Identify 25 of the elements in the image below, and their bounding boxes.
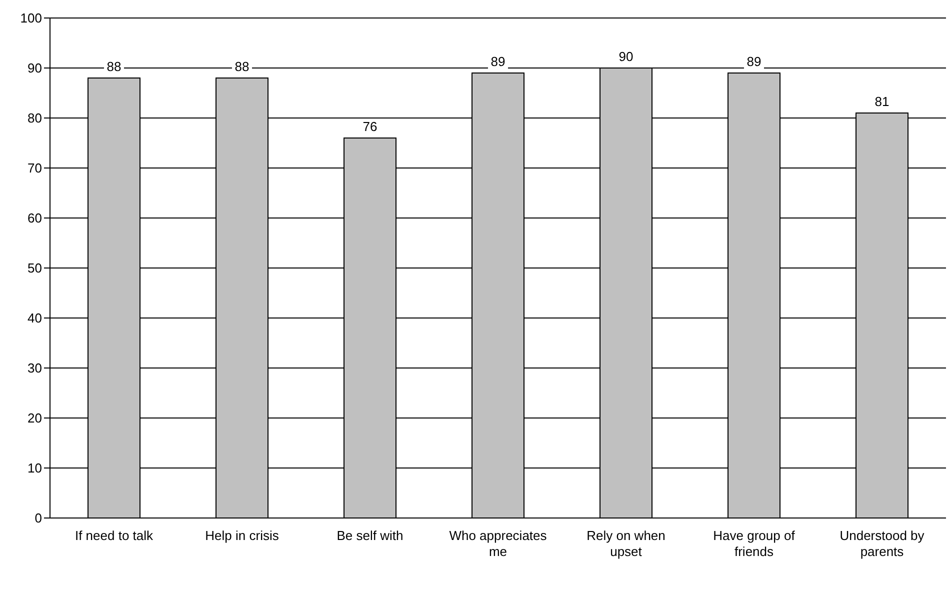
y-tick-label: 10 xyxy=(28,460,42,476)
x-tick-label: Who appreciates me xyxy=(449,528,548,559)
y-tick-label: 60 xyxy=(28,210,42,226)
y-tick-label: 40 xyxy=(28,310,42,326)
data-label: 76 xyxy=(362,119,378,134)
x-tick-label: If need to talk xyxy=(74,528,154,543)
x-tick-label: Be self with xyxy=(336,528,404,543)
y-tick-label: 20 xyxy=(28,410,42,426)
data-label: 88 xyxy=(234,59,250,74)
y-tick-label: 80 xyxy=(28,110,42,126)
y-tick-label: 100 xyxy=(20,10,42,26)
y-tick-label: 30 xyxy=(28,360,42,376)
y-tick-label: 70 xyxy=(28,160,42,176)
x-tick-label: Rely on when upset xyxy=(586,528,666,559)
data-label: 89 xyxy=(490,54,506,69)
y-tick-label: 50 xyxy=(28,260,42,276)
data-label: 90 xyxy=(618,49,634,64)
y-tick-label: 0 xyxy=(34,510,42,526)
x-tick-label: Have group of friends xyxy=(713,528,796,559)
x-tick-label: Understood by parents xyxy=(840,528,925,559)
x-tick-label: Help in crisis xyxy=(205,528,280,543)
y-tick-label: 90 xyxy=(28,60,42,76)
data-label: 81 xyxy=(874,94,890,109)
data-label: 89 xyxy=(746,54,762,69)
data-label: 88 xyxy=(106,59,122,74)
